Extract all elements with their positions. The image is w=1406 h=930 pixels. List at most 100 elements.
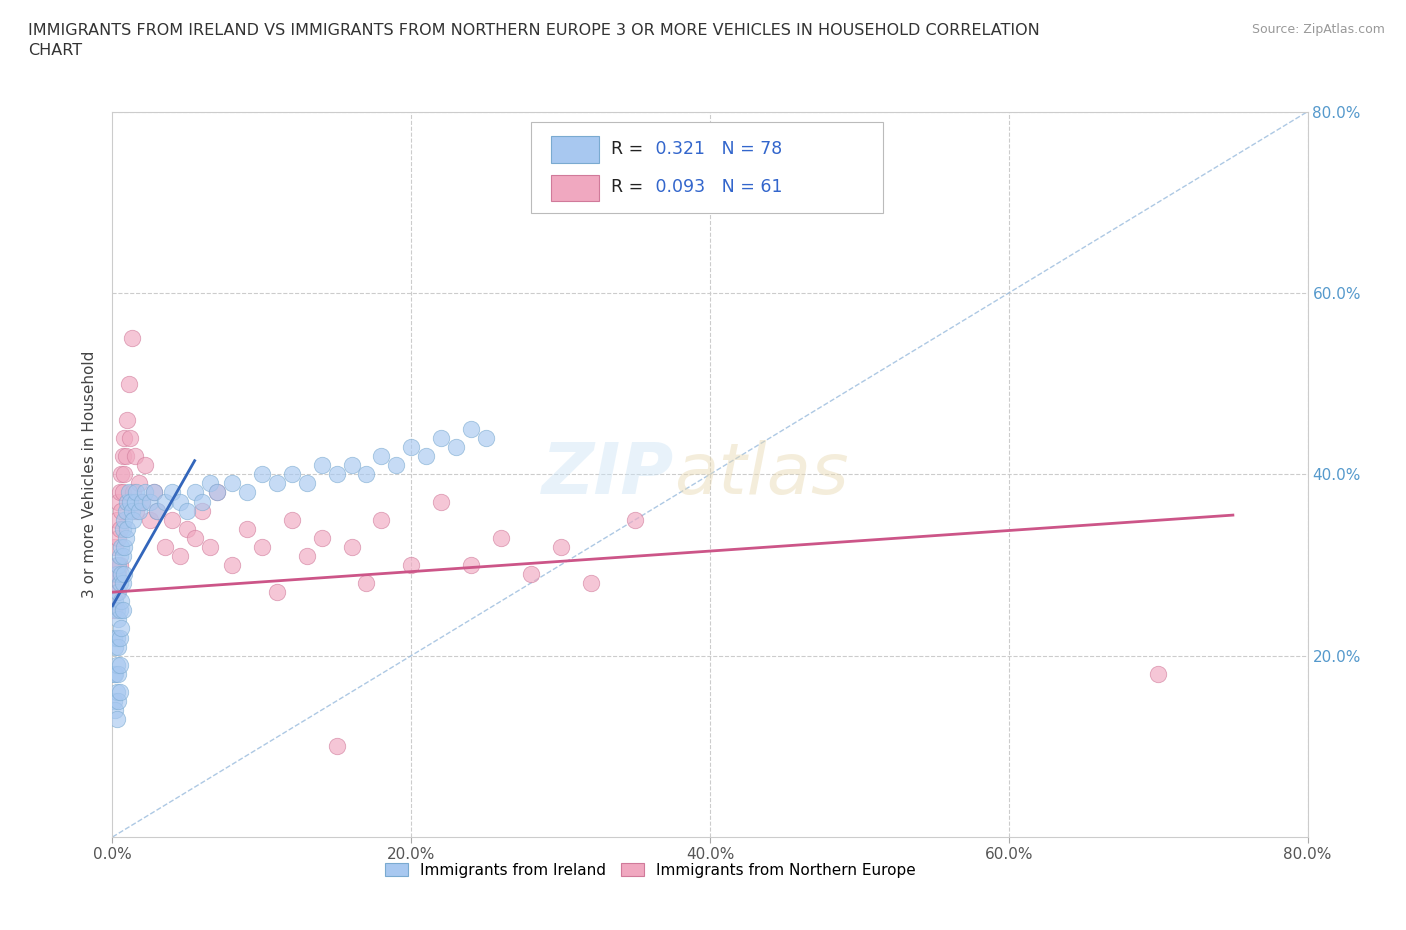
Point <box>103 667 125 682</box>
Y-axis label: 3 or more Vehicles in Household: 3 or more Vehicles in Household <box>82 351 97 598</box>
Text: 0.093   N = 61: 0.093 N = 61 <box>650 179 783 196</box>
Point <box>198 476 221 491</box>
Point <box>183 485 205 500</box>
Point <box>107 530 129 545</box>
Point <box>104 539 127 554</box>
Point <box>205 485 228 500</box>
Point <box>111 485 134 500</box>
Point <box>176 521 198 536</box>
Point <box>118 377 141 392</box>
FancyBboxPatch shape <box>551 137 599 163</box>
Point <box>146 503 169 518</box>
Point <box>105 603 128 618</box>
Point <box>110 621 132 636</box>
Point <box>250 467 273 482</box>
Point <box>460 558 482 573</box>
Point <box>340 458 363 472</box>
Point <box>1147 667 1170 682</box>
Point <box>110 467 132 482</box>
Point <box>108 631 131 645</box>
Point <box>111 576 134 591</box>
Point <box>153 494 176 509</box>
Point <box>550 539 572 554</box>
Point <box>118 485 141 500</box>
Point <box>198 539 221 554</box>
Point <box>124 494 146 509</box>
Point <box>205 485 228 500</box>
Point <box>236 521 259 536</box>
Point <box>430 494 453 509</box>
Point <box>104 639 127 654</box>
Point <box>266 585 288 600</box>
Point <box>311 458 333 472</box>
Point <box>340 539 363 554</box>
Point <box>111 521 134 536</box>
Point <box>430 431 453 445</box>
Point <box>444 440 467 455</box>
Point <box>266 476 288 491</box>
Point <box>114 566 135 581</box>
Point <box>103 694 125 709</box>
Point <box>111 449 134 464</box>
Point <box>125 503 148 518</box>
Point <box>325 467 347 482</box>
Point <box>108 603 131 618</box>
Point <box>131 494 153 509</box>
Point <box>105 684 128 699</box>
Point <box>134 485 156 500</box>
Point <box>104 703 127 718</box>
Point <box>111 603 134 618</box>
Point <box>117 413 139 428</box>
Point <box>105 711 128 726</box>
Point <box>489 530 512 545</box>
Point <box>114 467 135 482</box>
Point <box>162 485 183 500</box>
Point <box>520 566 543 581</box>
Text: R =: R = <box>610 140 648 158</box>
Point <box>105 585 128 600</box>
Point <box>370 512 392 527</box>
Point <box>105 512 128 527</box>
Point <box>111 549 134 564</box>
Point <box>356 576 378 591</box>
Point <box>108 558 131 573</box>
Point <box>221 476 243 491</box>
Point <box>110 594 132 609</box>
Point <box>107 639 129 654</box>
Point <box>115 449 138 464</box>
Point <box>105 566 128 581</box>
Point <box>325 738 347 753</box>
Point <box>125 485 148 500</box>
Point <box>108 684 131 699</box>
Point <box>117 494 139 509</box>
Point <box>115 503 138 518</box>
Point <box>162 512 183 527</box>
Point <box>250 539 273 554</box>
Text: 0.321   N = 78: 0.321 N = 78 <box>650 140 783 158</box>
Point <box>114 431 135 445</box>
Point <box>143 485 166 500</box>
Point <box>153 539 176 554</box>
Point <box>128 476 150 491</box>
Point <box>105 658 128 672</box>
Text: IMMIGRANTS FROM IRELAND VS IMMIGRANTS FROM NORTHERN EUROPE 3 OR MORE VEHICLES IN: IMMIGRANTS FROM IRELAND VS IMMIGRANTS FR… <box>28 23 1040 58</box>
Point <box>105 631 128 645</box>
Point <box>104 576 127 591</box>
Point <box>475 431 498 445</box>
Point <box>295 476 318 491</box>
Point <box>295 549 318 564</box>
Point <box>105 558 128 573</box>
Point <box>139 494 162 509</box>
Point <box>104 594 127 609</box>
Point <box>385 458 408 472</box>
Point <box>107 667 129 682</box>
Point <box>124 449 146 464</box>
Point <box>110 503 132 518</box>
Text: R =: R = <box>610 179 648 196</box>
Legend: Immigrants from Ireland, Immigrants from Northern Europe: Immigrants from Ireland, Immigrants from… <box>378 857 922 884</box>
Point <box>191 503 214 518</box>
Point <box>281 467 304 482</box>
Point <box>370 449 392 464</box>
Point <box>121 331 143 346</box>
Point <box>108 658 131 672</box>
